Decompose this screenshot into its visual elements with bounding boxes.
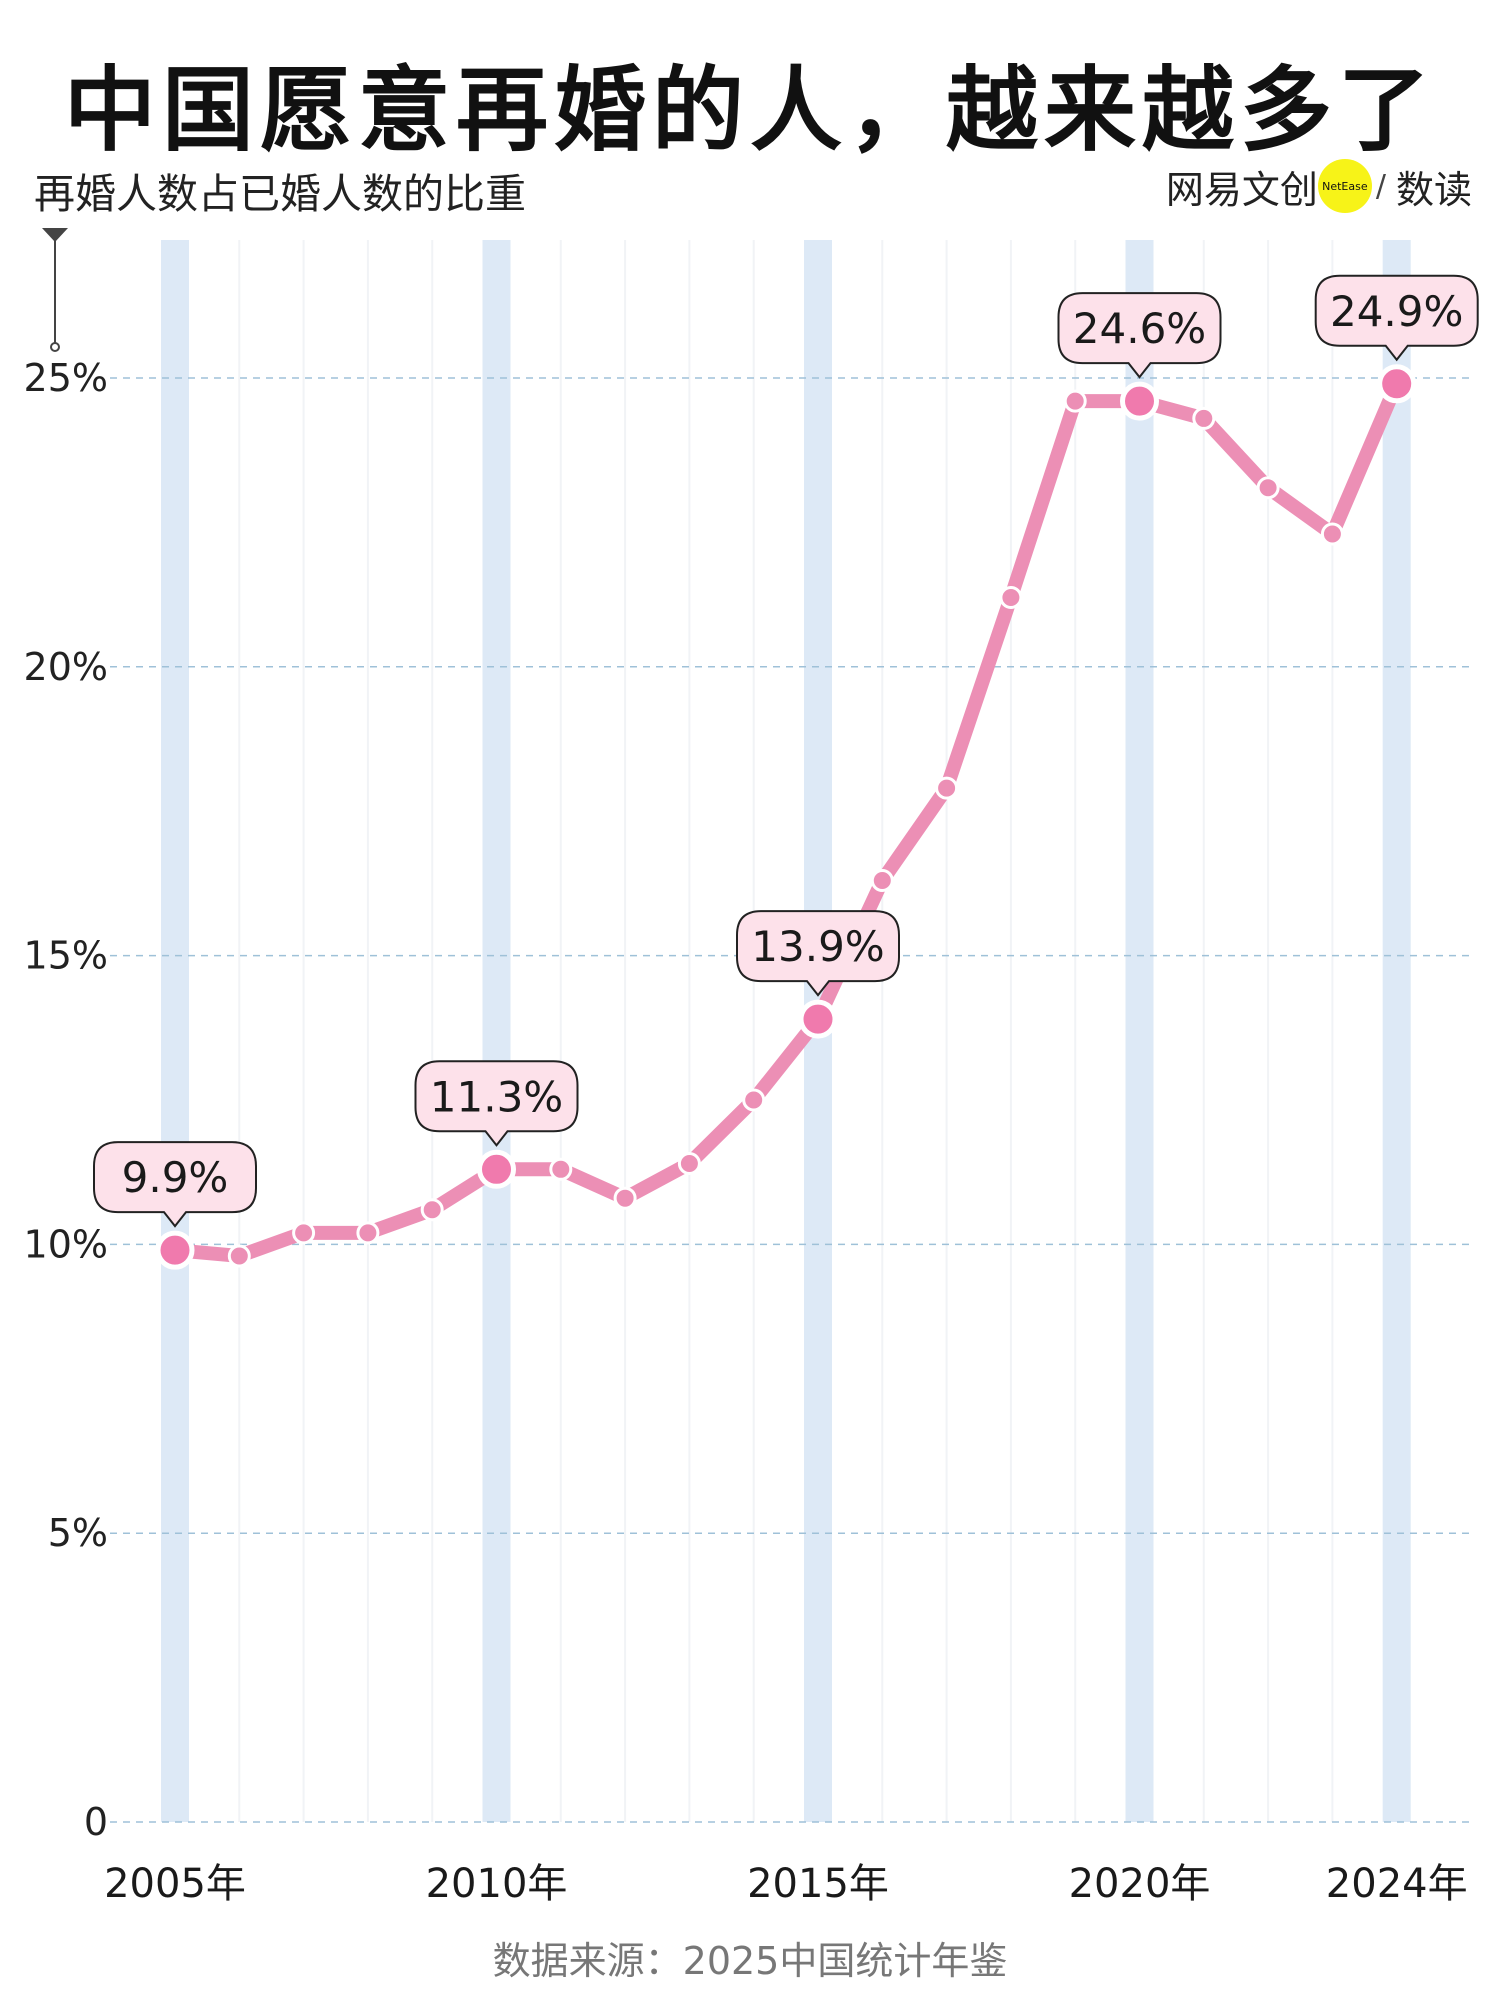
data-point — [1320, 522, 1344, 546]
highlight-band — [482, 240, 511, 1822]
axis-marker-end — [50, 342, 60, 352]
highlight-band — [1125, 240, 1154, 1822]
data-point — [999, 585, 1023, 609]
data-label: 11.3% — [430, 1072, 563, 1121]
data-point — [1063, 389, 1087, 413]
data-point — [677, 1152, 701, 1176]
axis-marker-arrow — [42, 228, 68, 242]
brand-logo: 网易文创 NetEase / 数读 — [1165, 159, 1472, 213]
highlight-data-point — [477, 1149, 516, 1189]
y-tick-label: 10% — [24, 1222, 108, 1266]
data-point — [742, 1088, 766, 1112]
highlight-data-point — [1120, 381, 1159, 421]
chart-title: 中国愿意再婚的人，越来越多了 — [63, 57, 1436, 164]
brand-badge: NetEase — [1317, 159, 1372, 213]
data-point — [420, 1198, 444, 1222]
highlight-band — [161, 240, 189, 1822]
x-tick-label: 2010年 — [426, 1861, 568, 1907]
chart-subtitle: 再婚人数占已婚人数的比重 — [34, 170, 526, 218]
callout-bubble — [93, 1141, 257, 1228]
highlight-data-point — [798, 999, 838, 1039]
y-tick-label: 25% — [24, 356, 108, 400]
brand-name: 网易文创 — [1165, 167, 1318, 212]
x-tick-label: 2024年 — [1326, 1861, 1468, 1907]
data-source: 数据来源：2025中国统计年鉴 — [492, 1939, 1008, 1983]
x-tick-label: 2005年 — [104, 1861, 246, 1907]
callout-bubble — [1057, 292, 1222, 379]
data-point — [870, 869, 894, 893]
highlight-data-point — [155, 1230, 195, 1270]
data-point — [613, 1186, 637, 1210]
data-point — [292, 1221, 316, 1245]
x-tick-label: 2020年 — [1069, 1861, 1211, 1907]
y-tick-label: 20% — [24, 645, 108, 689]
data-point — [1256, 476, 1280, 500]
data-label: 13.9% — [751, 922, 884, 971]
highlight-data-point — [1377, 364, 1417, 404]
x-tick-label: 2015年 — [747, 1861, 889, 1907]
data-label: 24.9% — [1330, 287, 1463, 336]
brand-slash: / — [1375, 168, 1386, 204]
y-tick-label: 5% — [48, 1511, 108, 1555]
callout-bubble — [736, 910, 900, 997]
callout-bubble — [1314, 274, 1479, 362]
data-point — [1192, 406, 1216, 430]
data-point — [549, 1157, 573, 1181]
y-tick-label: 0 — [84, 1800, 108, 1844]
data-point — [356, 1221, 380, 1245]
highlight-band — [1382, 240, 1411, 1822]
callout-bubble — [414, 1060, 579, 1147]
y-tick-label: 15% — [24, 934, 108, 978]
series-line — [168, 376, 1404, 1263]
data-point — [935, 776, 959, 800]
data-label: 24.6% — [1073, 304, 1206, 353]
data-point — [227, 1244, 251, 1268]
brand-section: 数读 — [1395, 167, 1472, 212]
data-label: 9.9% — [122, 1153, 229, 1202]
